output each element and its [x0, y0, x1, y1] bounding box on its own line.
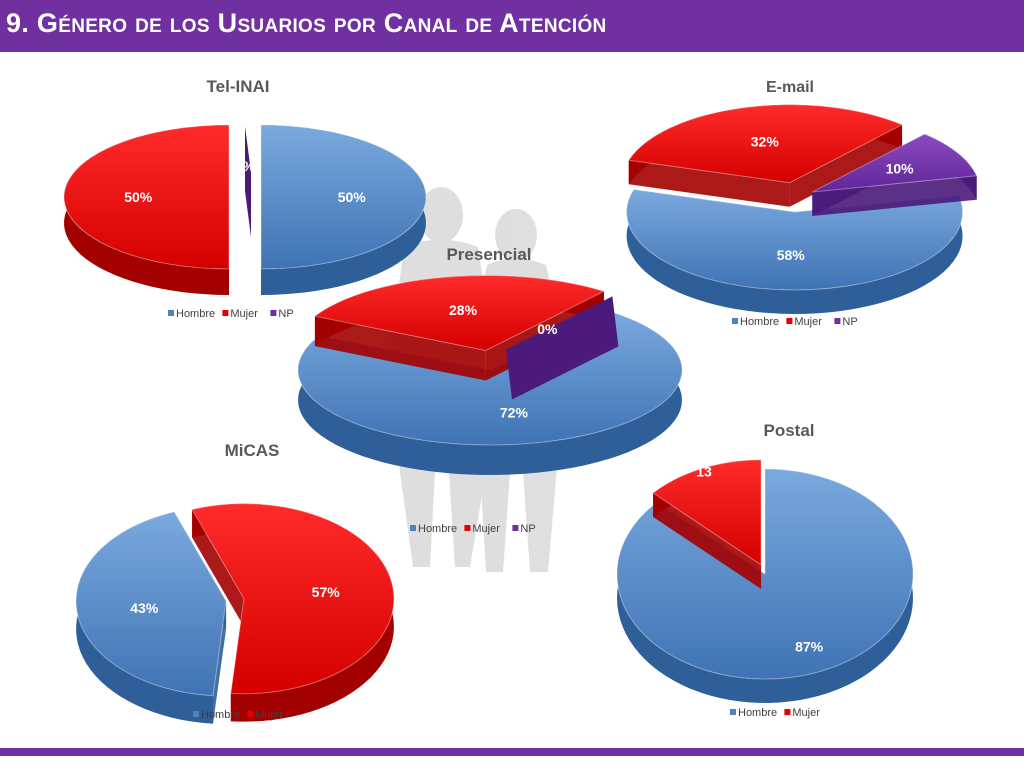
slice-top	[652, 459, 762, 566]
chart-legend: Hombre Mujer NP	[168, 308, 294, 320]
data-label: 0%	[235, 158, 256, 174]
pie-slice-hombre: 50%	[260, 124, 427, 295]
legend-swatch-np	[270, 310, 277, 316]
slice-top	[260, 124, 427, 270]
slice-top	[191, 503, 395, 695]
legend-swatch-hombre	[193, 711, 199, 717]
data-label: 13	[696, 463, 712, 479]
data-label: 0%	[537, 321, 558, 337]
pie-slice-hombre: 43%	[75, 511, 227, 724]
bottom-bar	[0, 748, 1024, 756]
legend-item-np: NP	[520, 523, 535, 535]
slice-wall	[212, 601, 227, 724]
legend-swatch-hombre	[732, 318, 738, 324]
chart-title: Tel-INAI	[207, 77, 270, 96]
chart-legend: Hombre Mujer	[730, 707, 820, 719]
data-label: 50%	[124, 189, 153, 205]
legend-item-hombre: Hombre	[176, 308, 215, 320]
legend-item-hombre: Hombre	[740, 316, 779, 328]
pie-slice-np: 0%	[235, 126, 256, 237]
legend-item-mujer: Mujer	[792, 707, 820, 719]
title-bar: 9. Género de los Usuarios por Canal de A…	[0, 0, 1024, 52]
chart-legend: Hombre Mujer	[193, 709, 283, 721]
legend-swatch-mujer	[464, 525, 471, 531]
chart-title: Presencial	[446, 245, 531, 264]
slice-wall	[192, 509, 244, 627]
legend-item-hombre: Hombre	[201, 709, 240, 721]
legend-swatch-mujer	[222, 310, 229, 316]
legend-item-mujer: Mujer	[230, 308, 258, 320]
charts-canvas: Tel-INAI 50% 50% 0% Hombre Mujer NP E-mail 58% 32…	[63, 77, 978, 724]
legend-item-np: NP	[278, 308, 293, 320]
slice-top	[313, 274, 606, 351]
data-label: 57%	[312, 584, 341, 600]
slice-top	[75, 511, 227, 697]
pie-slice-hombre: 58%	[626, 188, 964, 314]
pie-chart-postal: Postal 87% 13 Hombre Mujer	[616, 421, 914, 719]
data-label: 87%	[795, 638, 824, 654]
data-label: 43%	[130, 600, 159, 616]
pie-chart-micas: MiCAS 43% 57% Hombre Mujer	[75, 441, 395, 724]
slice-wall	[789, 124, 903, 207]
slide-title: 9. Género de los Usuarios por Canal de A…	[6, 8, 607, 38]
chart-title: Postal	[763, 421, 814, 440]
slice-top	[616, 468, 914, 680]
legend-item-hombre: Hombre	[738, 707, 777, 719]
chart-legend: Hombre Mujer NP	[732, 316, 858, 328]
legend-swatch-hombre	[168, 310, 174, 316]
data-label: 28%	[449, 302, 478, 318]
legend-item-np: NP	[842, 316, 857, 328]
slice-top	[627, 104, 904, 184]
legend-item-mujer: Mujer	[472, 523, 500, 535]
legend-swatch-np	[512, 525, 519, 531]
pie-slice-mujer: 13	[652, 459, 762, 589]
slice-wall	[812, 175, 977, 216]
pie-slice-np: 0%	[506, 296, 619, 400]
legend-item-mujer: Mujer	[794, 316, 822, 328]
chart-legend: Hombre Mujer NP	[410, 523, 536, 535]
legend-swatch-mujer	[784, 709, 791, 715]
slice-top	[63, 124, 230, 270]
slice-sliver	[245, 126, 251, 237]
chart-title: E-mail	[766, 79, 814, 96]
pie-slice-np: 10%	[812, 133, 978, 216]
legend-swatch-mujer	[247, 711, 254, 717]
slice-wall	[653, 492, 762, 589]
legend-item-mujer: Mujer	[255, 709, 283, 721]
pie-slice-mujer: 32%	[627, 104, 904, 207]
data-label: 32%	[751, 133, 780, 149]
data-label: 72%	[500, 404, 529, 420]
legend-swatch-hombre	[410, 525, 416, 531]
slice-wall	[628, 160, 790, 207]
chart-title: MiCAS	[225, 441, 280, 460]
legend-swatch-np	[834, 318, 841, 324]
legend-swatch-hombre	[730, 709, 736, 715]
legend-swatch-mujer	[786, 318, 793, 324]
data-label: 50%	[338, 189, 367, 205]
slice-top	[812, 133, 978, 193]
pie-chart-e-mail: E-mail 58% 32% 10% Hombre Mujer NP	[626, 79, 978, 328]
slice-side	[626, 189, 963, 314]
legend-item-hombre: Hombre	[418, 523, 457, 535]
pie-slice-mujer: 57%	[191, 503, 395, 722]
data-label: 58%	[777, 247, 806, 263]
pie-slice-mujer: 50%	[63, 124, 230, 295]
data-label: 10%	[886, 161, 915, 177]
slice-sliver	[506, 296, 619, 400]
slice-top	[626, 188, 964, 291]
pie-chart-presencial: Presencial 72% 28% 0% Hombre Mujer NP	[297, 245, 683, 535]
slice-wall	[314, 316, 486, 381]
pie-chart-tel-inai: Tel-INAI 50% 50% 0% Hombre Mujer NP	[63, 77, 427, 320]
